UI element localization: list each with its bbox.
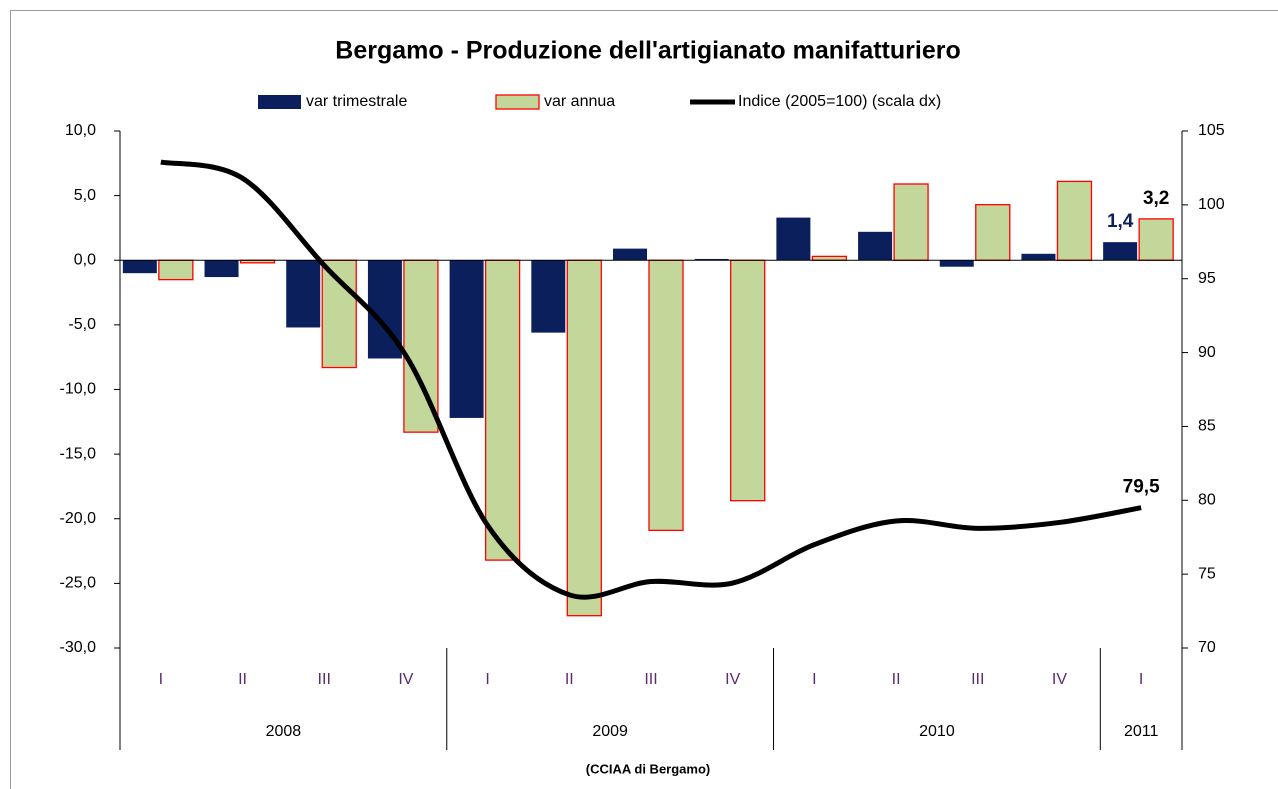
y2-tick-label: 95 (1198, 270, 1216, 287)
y-tick-label: 10,0 (65, 122, 96, 139)
y-tick-label: -5,0 (68, 316, 96, 333)
y2-tick-label: 75 (1198, 565, 1216, 582)
x-tick-label: IV (725, 671, 740, 688)
bar (158, 259, 194, 281)
bar (858, 231, 893, 261)
x-tick-label: III (318, 671, 331, 688)
bar (204, 260, 239, 278)
x-tick-label: II (565, 671, 574, 688)
x-tick-label: IV (1052, 671, 1067, 688)
legend-swatch (258, 95, 301, 109)
x-tick-label: I (159, 671, 163, 688)
bar (1021, 253, 1056, 261)
y-tick-label: -25,0 (60, 575, 97, 592)
bar (975, 204, 1011, 261)
y-tick-label: -20,0 (60, 510, 97, 527)
y2-tick-label: 105 (1198, 122, 1225, 139)
value-label: 3,2 (1143, 188, 1169, 209)
bar (566, 259, 602, 617)
y2-tick-label: 100 (1198, 196, 1225, 213)
y2-tick-label: 80 (1198, 492, 1216, 509)
bar (531, 260, 566, 333)
bar (939, 260, 974, 267)
bar (613, 248, 647, 261)
x-tick-label: IV (398, 671, 413, 688)
y2-tick-label: 85 (1198, 418, 1216, 435)
legend-label: var annua (544, 93, 615, 110)
bar (122, 260, 157, 274)
y-tick-label: 5,0 (74, 187, 96, 204)
value-label: 79,5 (1123, 477, 1160, 498)
value-label: 1,4 (1107, 211, 1134, 232)
x-tick-label: I (1139, 671, 1143, 688)
x-tick-label: III (644, 671, 657, 688)
x-tick-label: I (485, 671, 489, 688)
x-tick-label: II (238, 671, 247, 688)
bar (449, 260, 484, 418)
bar (286, 260, 321, 328)
bar (321, 259, 357, 369)
bar (648, 259, 684, 532)
chart-frame (10, 10, 1278, 789)
bar (1056, 180, 1093, 261)
y-tick-label: -30,0 (60, 639, 97, 656)
y2-tick-label: 90 (1198, 344, 1216, 361)
bar (893, 183, 929, 261)
chart-title: Bergamo - Produzione dell'artigianato ma… (335, 37, 960, 65)
legend-label: Indice (2005=100) (scala dx) (738, 93, 941, 110)
legend-swatch (495, 94, 540, 110)
group-label: 2008 (266, 723, 302, 740)
bar (811, 255, 848, 261)
y-tick-label: -15,0 (60, 445, 97, 462)
group-label: 2009 (592, 723, 628, 740)
group-label: 2010 (919, 723, 955, 740)
y2-tick-label: 70 (1198, 639, 1216, 656)
bar (776, 217, 811, 261)
y-tick-label: -10,0 (60, 381, 97, 398)
bar (1103, 242, 1138, 261)
x-tick-label: III (971, 671, 984, 688)
source-note: (CCIAA di Bergamo) (586, 761, 710, 776)
y-tick-label: 0,0 (74, 251, 96, 268)
bar (730, 259, 766, 502)
bar (1138, 218, 1174, 261)
legend-label: var trimestrale (306, 93, 407, 110)
bar (484, 259, 521, 561)
bar (694, 258, 729, 261)
group-label: 2011 (1124, 723, 1159, 740)
x-tick-label: I (812, 671, 816, 688)
x-tick-label: II (892, 671, 901, 688)
line (160, 159, 1142, 600)
